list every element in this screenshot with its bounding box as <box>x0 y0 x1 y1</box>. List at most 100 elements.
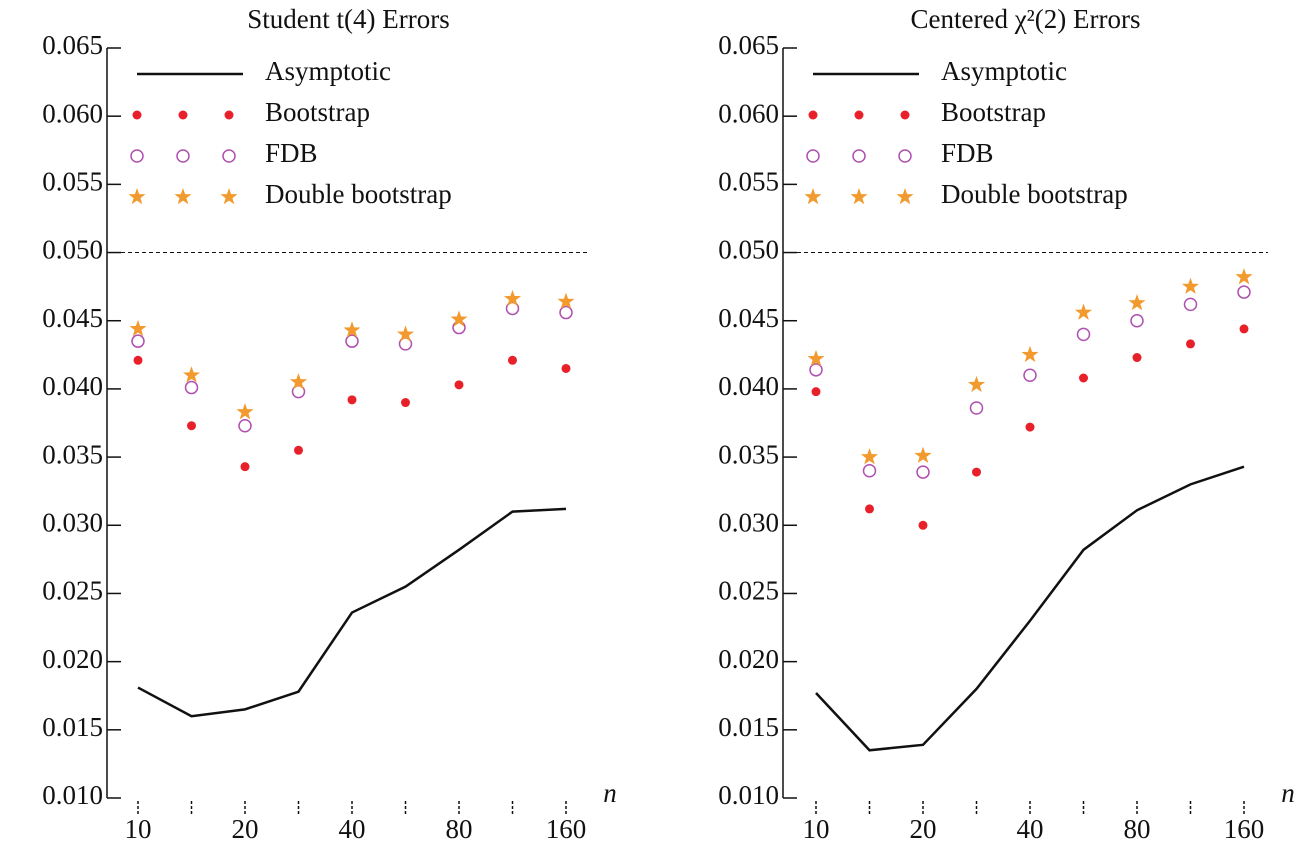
x-tick-label: 80 <box>446 814 473 844</box>
point <box>896 188 914 205</box>
point <box>862 463 877 478</box>
x-tick-label: 80 <box>1124 814 1151 844</box>
point <box>1130 313 1144 328</box>
point <box>967 375 986 393</box>
point <box>1076 327 1091 342</box>
point <box>343 321 361 338</box>
point <box>1183 297 1198 312</box>
y-tick-label: 0.010 <box>718 780 779 810</box>
point <box>561 363 571 373</box>
chart-title: Centered χ²(2) Errors <box>911 4 1141 34</box>
y-tick-label: 0.040 <box>718 371 779 401</box>
point <box>450 310 468 327</box>
series-line <box>137 507 567 718</box>
y-tick-label: 0.055 <box>718 167 779 197</box>
y-tick-label: 0.050 <box>42 235 103 265</box>
point <box>1025 422 1035 432</box>
point <box>852 149 866 163</box>
point <box>557 292 575 309</box>
y-tick-label: 0.035 <box>42 439 103 469</box>
legend-label: Bootstrap <box>265 97 370 127</box>
point <box>129 319 147 337</box>
point <box>916 465 930 479</box>
x-tick-label: 10 <box>803 814 830 844</box>
legend-label: FDB <box>265 138 318 168</box>
point <box>220 188 238 205</box>
x-tick-label: 40 <box>1017 814 1044 844</box>
point <box>131 334 145 348</box>
legend-label: Asymptotic <box>941 56 1067 86</box>
point <box>1235 268 1253 285</box>
point <box>1021 345 1039 363</box>
legend-label: Asymptotic <box>265 56 391 86</box>
point <box>130 149 144 163</box>
y-tick-label: 0.015 <box>718 712 779 742</box>
point <box>503 289 522 307</box>
y-tick-label: 0.060 <box>42 98 103 128</box>
point <box>1132 353 1142 363</box>
chart-title: Student t(4) Errors <box>247 4 449 34</box>
point <box>1128 294 1146 311</box>
x-axis-label: n <box>1281 778 1295 808</box>
point <box>860 448 879 465</box>
point <box>559 305 573 320</box>
point <box>128 188 146 205</box>
y-tick-label: 0.040 <box>42 371 103 401</box>
point <box>184 380 199 395</box>
legend-label: Double bootstrap <box>941 179 1128 209</box>
y-tick-label: 0.030 <box>42 507 103 537</box>
point <box>969 401 984 415</box>
legend-label: Double bootstrap <box>265 179 452 209</box>
y-tick-label: 0.025 <box>718 576 779 606</box>
point <box>345 334 359 348</box>
y-tick-label: 0.020 <box>718 644 779 674</box>
point <box>804 188 822 205</box>
point <box>508 355 517 365</box>
y-tick-label: 0.020 <box>42 644 103 674</box>
point <box>1074 303 1093 320</box>
y-tick-label: 0.050 <box>718 235 779 265</box>
point <box>176 149 190 163</box>
y-tick-label: 0.045 <box>42 303 103 333</box>
y-tick-label: 0.030 <box>718 507 779 537</box>
point <box>865 504 874 514</box>
y-tick-label: 0.065 <box>42 30 103 60</box>
point <box>1239 324 1249 334</box>
point <box>240 462 250 472</box>
point <box>1181 277 1200 294</box>
point <box>1079 373 1088 383</box>
point <box>396 325 415 342</box>
legend-label: FDB <box>941 138 994 168</box>
point <box>898 149 912 163</box>
point <box>914 446 932 464</box>
point <box>401 398 410 408</box>
x-tick-label: 10 <box>125 814 152 844</box>
point <box>1186 339 1195 349</box>
point <box>854 110 864 120</box>
point <box>178 110 188 120</box>
point <box>182 366 201 383</box>
y-tick-label: 0.025 <box>42 576 103 606</box>
y-tick-label: 0.065 <box>718 30 779 60</box>
point <box>900 110 910 120</box>
point <box>811 387 821 397</box>
point <box>238 418 252 433</box>
point <box>133 355 143 365</box>
point <box>222 149 236 163</box>
x-tick-label: 20 <box>232 814 259 844</box>
point <box>1237 285 1251 299</box>
y-tick-label: 0.045 <box>718 303 779 333</box>
point <box>224 110 234 120</box>
point <box>347 395 357 405</box>
point <box>809 363 823 377</box>
point <box>808 110 818 120</box>
point <box>972 467 981 477</box>
y-tick-label: 0.055 <box>42 167 103 197</box>
point <box>918 520 928 530</box>
y-tick-label: 0.010 <box>42 780 103 810</box>
point <box>289 373 308 390</box>
y-tick-label: 0.060 <box>718 98 779 128</box>
x-tick-label: 20 <box>910 814 937 844</box>
point <box>294 445 303 455</box>
